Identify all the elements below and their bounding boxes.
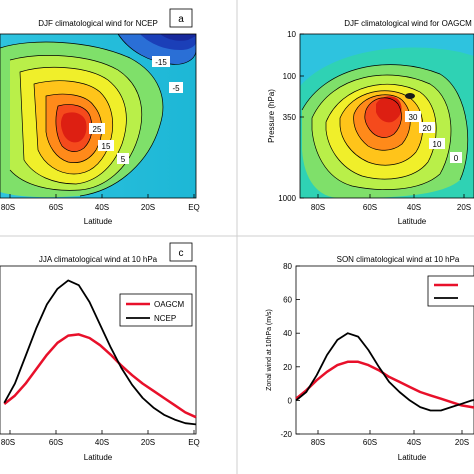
panel-a-x-tick: 20S <box>141 203 155 212</box>
panel-a-title: DJF climatological wind for NCEP <box>38 19 158 28</box>
panel-c-title: JJA climatological wind at 10 hPa <box>39 255 158 264</box>
panel-b-contour-label: 20 <box>423 124 432 133</box>
panel-a-label: a <box>178 14 184 25</box>
series-line-red <box>295 360 474 409</box>
panel-c-x-tick: EQ <box>188 438 200 447</box>
panel-d-y-tick: 40 <box>283 329 292 338</box>
panel-b-xlabel: Latitude <box>398 217 427 226</box>
panel-d-title: SON climatological wind at 10 hPa <box>337 255 460 264</box>
panel-c-x-tick: 80S <box>1 438 15 447</box>
panel-d-series <box>295 332 474 412</box>
series-line-red <box>3 333 197 419</box>
panel-b-y-tick: 350 <box>283 113 297 122</box>
panel-a-contour-label: 5 <box>121 155 126 164</box>
panel-b-x-tick: 40S <box>407 203 421 212</box>
panel-c-legend-label: OAGCM <box>154 300 185 309</box>
panel-a-label-box <box>169 8 193 28</box>
panel-c-legend-label: NCEP <box>154 314 176 323</box>
panel-a-contour-label: 15 <box>102 142 111 151</box>
panel-b-x-tick: 80S <box>311 203 325 212</box>
panel-b-x-tick: 20S <box>457 203 471 212</box>
panel-c: JJA climatological wind at 10 hPa c OAGC… <box>0 242 200 462</box>
panel-c-x-tick: 40S <box>95 438 109 447</box>
panel-a-x-tick: 60S <box>49 203 63 212</box>
panel-c-label-box <box>169 242 193 262</box>
panel-d-x-tick: 60S <box>363 438 377 447</box>
panel-c-label: c <box>179 248 184 259</box>
panel-d-y-tick: 80 <box>283 262 292 271</box>
panel-a-x-tick: EQ <box>188 203 200 212</box>
panel-a-contour-label: -5 <box>172 84 180 93</box>
panel-a-x-tick: 40S <box>95 203 109 212</box>
panel-b-title: DJF climatological wind for OAGCM <box>344 19 472 28</box>
panel-d-x-tick: 20S <box>455 438 469 447</box>
panel-a-contour-label: -15 <box>155 58 167 67</box>
panel-b: DJF climatological wind for OAGCM 30 <box>267 19 474 226</box>
panel-b-y-tick: 1000 <box>278 194 296 203</box>
panel-c-xlabel: Latitude <box>84 453 113 462</box>
panel-a-x-tick: 80S <box>1 203 15 212</box>
panel-c-x-tick: 20S <box>141 438 155 447</box>
panel-d-y-tick: 60 <box>283 296 292 305</box>
panel-b-contour-label: 30 <box>409 113 418 122</box>
panel-c-x-tick: 60S <box>49 438 63 447</box>
panel-d-y-tick: -20 <box>280 430 292 439</box>
series-line-black <box>295 332 474 412</box>
panel-b-contour-label: 10 <box>433 140 442 149</box>
panel-c-plot-area <box>0 265 197 435</box>
panel-c-series <box>3 279 197 426</box>
panel-a: DJF climatological wind for NCEP a <box>0 8 200 226</box>
panel-d: SON climatological wind at 10 hPa 80 60 40… <box>266 255 474 462</box>
panel-a-xlabel: Latitude <box>84 217 113 226</box>
panel-d-y-tick: 20 <box>283 363 292 372</box>
panel-d-legend <box>427 275 474 307</box>
panel-b-contour-label: 0 <box>454 154 459 163</box>
panel-b-ylabel: Pressure (hPa) <box>267 89 276 143</box>
panel-b-x-tick: 60S <box>363 203 377 212</box>
panel-a-contour-label: 25 <box>93 125 102 134</box>
panel-d-y-tick: 0 <box>288 396 293 405</box>
panel-b-y-tick: 100 <box>283 72 297 81</box>
panel-d-xlabel: Latitude <box>398 453 427 462</box>
panel-d-x-tick: 80S <box>311 438 325 447</box>
panel-b-contours <box>300 34 474 198</box>
panel-d-ylabel: Zonal wind at 10hPa (m/s) <box>266 309 273 391</box>
series-line-black <box>3 279 197 426</box>
panel-b-y-tick: 10 <box>287 30 296 39</box>
panel-d-x-tick: 40S <box>407 438 421 447</box>
panel-d-y-axis: 80 60 40 20 0 -20 <box>280 262 300 439</box>
panel-c-legend: OAGCM NCEP <box>119 293 193 327</box>
